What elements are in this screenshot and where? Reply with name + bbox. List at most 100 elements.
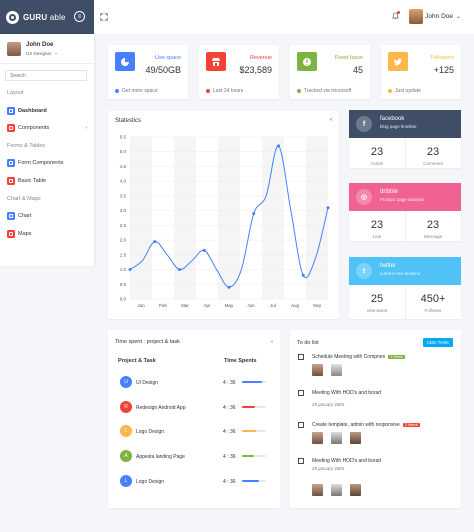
social-stat: 450+ Follower — [420, 293, 446, 313]
todo-text: Meeting With HOD's and borad — [312, 390, 382, 396]
todo-checkbox[interactable] — [298, 422, 304, 428]
avatar[interactable] — [409, 9, 423, 24]
sidebar-item-label: Maps — [18, 231, 32, 237]
task-name: Logo Design — [136, 429, 165, 435]
nav-caption-forms: Forms & Tables — [7, 143, 46, 149]
menu-toggle-icon[interactable]: ≡ — [74, 11, 85, 22]
top-header: John Doe ⌄ — [94, 0, 474, 34]
card-title: Time spent : project & task — [115, 339, 180, 345]
data-point — [178, 268, 181, 272]
refresh-icon — [388, 89, 392, 93]
sidebar-item-dashboard[interactable]: Dashboard — [7, 106, 87, 116]
task-time: 4 : 36 — [223, 405, 236, 411]
todo-checkbox[interactable] — [298, 354, 304, 360]
todo-checkbox[interactable] — [298, 458, 304, 464]
task-time: 4 : 36 — [223, 479, 236, 485]
x-tick-label: Jun — [247, 303, 255, 308]
sidebar-item-components[interactable]: Components › — [7, 123, 87, 133]
sidebar-item-form-components[interactable]: Form Components — [7, 158, 87, 168]
avatar: L — [120, 425, 132, 437]
y-tick-label: 4.5 — [120, 164, 127, 169]
stat-title: Use space — [155, 55, 181, 61]
info-icon — [115, 89, 119, 93]
chevron-left-icon[interactable]: ‹ — [271, 339, 273, 345]
data-point — [153, 240, 157, 244]
sidebar-item-maps[interactable]: Maps — [7, 229, 87, 239]
task-time: 4 : 36 — [223, 429, 236, 435]
stat-footer: Tracked via microsoft — [297, 88, 351, 94]
stat-value: 49/50GB — [145, 65, 181, 75]
x-tick-label: Jul — [270, 303, 276, 308]
y-tick-label: 1.0 — [120, 267, 127, 272]
x-tick-label: Apr — [203, 303, 211, 308]
progress-bar — [242, 406, 266, 408]
stat-card-revenue: Revenue $23,589 Last 24 hours — [199, 45, 279, 99]
stat-value: $23,589 — [239, 65, 272, 75]
info-icon — [297, 52, 317, 71]
social-stat: 25 new tweet — [366, 293, 388, 313]
progress-bar — [242, 455, 266, 457]
sidebar-item-basic-table[interactable]: Basic Table — [7, 176, 87, 186]
y-tick-label: 5.0 — [120, 149, 127, 154]
avatar — [312, 432, 323, 444]
social-stat: 23 Comment — [423, 146, 443, 166]
todo-date: 25 january 2003 — [312, 402, 345, 407]
table-icon — [7, 177, 15, 185]
chevron-down-icon[interactable]: ⌄ — [455, 14, 461, 20]
grid-band — [306, 137, 328, 299]
avatar — [312, 484, 323, 496]
nav-caption-layout: Layout — [7, 90, 24, 96]
task-name: Logo Design — [136, 479, 165, 485]
add-task-button[interactable]: ADD TASK — [422, 338, 453, 347]
todo-card: To do list ADD TASK Schedule Meeting wit… — [290, 330, 461, 508]
sidebar-item-label: Basic Table — [18, 178, 47, 184]
sidebar: John Doe UX Designer ⌄ Layout Dashboard … — [0, 34, 94, 266]
social-name: dribble — [380, 189, 399, 195]
social-subtitle: Product page analysis — [380, 197, 425, 202]
table-row[interactable]: A Appesta landing Page 4 : 36 — [120, 450, 270, 462]
todo-checkbox[interactable] — [298, 390, 304, 396]
nav-caption-charts: Chart & Maps — [7, 196, 41, 202]
y-tick-label: 1.5 — [120, 252, 127, 257]
data-point — [326, 206, 330, 210]
table-row[interactable]: U UI Design 4 : 36 — [120, 376, 270, 388]
fullscreen-icon[interactable] — [100, 13, 108, 21]
status-badge: 1 Week — [388, 354, 405, 359]
chevron-right-icon: › — [85, 125, 87, 131]
column-header: Time Spents — [224, 358, 257, 364]
social-subtitle: current new timeline — [380, 271, 421, 276]
data-point — [227, 285, 231, 289]
progress-bar — [242, 381, 266, 383]
divider — [405, 285, 406, 319]
chevron-down-icon[interactable]: ⌄ — [54, 50, 59, 56]
brand-bar: GURU able ≡ — [0, 0, 94, 34]
dribbble-icon: ◎ — [356, 189, 372, 205]
chart-title: Statestics — [115, 118, 142, 124]
x-tick-label: Mar — [181, 303, 189, 308]
social-name: facebook — [380, 116, 405, 122]
y-tick-label: 0.0 — [120, 297, 127, 302]
y-tick-label: 0.5 — [120, 282, 127, 287]
data-point — [202, 248, 206, 252]
notification-dot — [397, 11, 400, 14]
table-row[interactable]: L Logo Design 4 : 36 — [120, 425, 270, 437]
social-stat: 23 Active — [370, 146, 384, 166]
sidebar-item-chart[interactable]: Chart — [7, 211, 87, 221]
avatar[interactable] — [7, 42, 21, 56]
table-row[interactable]: L Logo Design 4 : 36 — [120, 475, 270, 487]
table-row[interactable]: R Redesign Android App 4 : 36 — [120, 401, 270, 413]
stat-footer[interactable]: Get more space — [115, 88, 158, 94]
social-stat: 23 Message — [423, 219, 443, 239]
y-tick-label: 4.0 — [120, 179, 127, 184]
bell-icon[interactable] — [392, 12, 399, 20]
social-header: ◎ dribble Product page analysis — [349, 183, 461, 211]
search-input[interactable] — [5, 70, 87, 81]
data-point — [128, 268, 132, 272]
social-header: f facebook blog page timeline — [349, 110, 461, 138]
brand-name[interactable]: GURU able — [23, 12, 66, 22]
task-name: Redesign Android App — [136, 405, 186, 411]
social-name: twitter — [380, 263, 397, 269]
header-user-name[interactable]: John Doe — [425, 13, 453, 20]
map-icon — [7, 230, 15, 238]
chevron-left-icon[interactable]: ‹ — [330, 117, 332, 123]
